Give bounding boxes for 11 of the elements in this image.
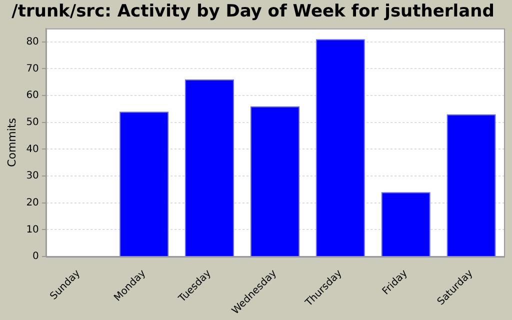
y-tick-label: 20 (26, 197, 39, 208)
y-tick-label: 80 (26, 36, 39, 48)
y-axis-title: Commits (5, 118, 18, 167)
y-tick-label: 10 (26, 224, 39, 236)
y-tick-label: 60 (26, 90, 39, 102)
y-tick-label: 70 (26, 63, 39, 74)
y-tick-label: 30 (26, 170, 39, 182)
y-tick-label: 0 (32, 251, 39, 262)
y-tick-label: 40 (26, 144, 39, 155)
y-tick-label: 50 (26, 116, 39, 128)
chart-title: /trunk/src: Activity by Day of Week for jsutherland (12, 2, 494, 22)
